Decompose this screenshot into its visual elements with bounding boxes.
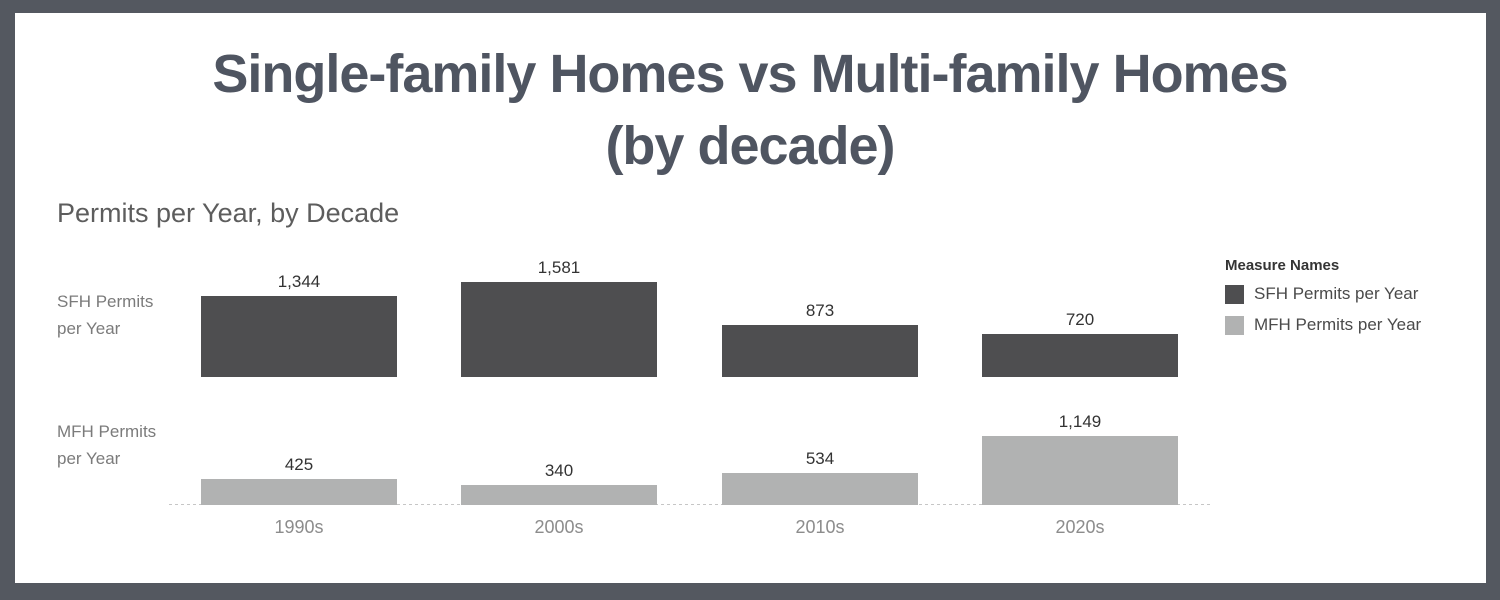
x-axis-baseline <box>169 504 1210 505</box>
x-tick-label-1990s: 1990s <box>274 517 324 537</box>
bar-value-label-mfh-1990s: 425 <box>284 455 314 474</box>
row-label-sfh-line1: SFH Permits <box>57 292 154 311</box>
row-label-mfh-line2: per Year <box>57 449 121 468</box>
bar-value-label-sfh-2010s: 873 <box>805 301 835 320</box>
bar-value-label-sfh-2000s: 1,581 <box>537 258 581 277</box>
row-label-mfh-line1: MFH Permits <box>57 422 157 441</box>
row-label-sfh-line2: per Year <box>57 319 121 338</box>
bar-mfh-2000s[interactable] <box>461 485 657 505</box>
bar-sfh-2020s[interactable] <box>982 334 1178 377</box>
bar-sfh-1990s[interactable] <box>201 296 397 377</box>
legend-item-sfh[interactable]: SFH Permits per Year <box>1225 284 1465 304</box>
row-label-sfh: SFH Permits per Year <box>57 288 197 342</box>
dashboard-title-line1: Single-family Homes vs Multi-family Home… <box>212 44 1288 104</box>
legend-swatch-sfh <box>1225 284 1244 304</box>
legend-label-sfh: SFH Permits per Year <box>1254 284 1419 303</box>
dashboard-title: Single-family Homes vs Multi-family Home… <box>0 38 1500 182</box>
legend-swatch-mfh <box>1225 315 1244 335</box>
chart-title: Permits per Year, by Decade <box>57 198 400 228</box>
bar-sfh-2000s[interactable] <box>461 282 657 377</box>
dashboard-title-line2: (by decade) <box>605 116 895 176</box>
legend-title: Measure Names <box>1225 257 1340 274</box>
bar-value-label-sfh-2020s: 720 <box>1065 310 1095 329</box>
bar-mfh-2010s[interactable] <box>722 473 918 505</box>
bar-value-label-mfh-2020s: 1,149 <box>1058 412 1102 431</box>
bar-mfh-1990s[interactable] <box>201 479 397 505</box>
legend-label-mfh: MFH Permits per Year <box>1254 315 1422 334</box>
bar-mfh-2020s[interactable] <box>982 436 1178 505</box>
bar-value-label-mfh-2010s: 534 <box>805 449 835 468</box>
x-tick-label-2010s: 2010s <box>795 517 845 537</box>
legend-item-mfh[interactable]: MFH Permits per Year <box>1225 315 1465 335</box>
x-tick-label-2020s: 2020s <box>1055 517 1105 537</box>
bar-sfh-2010s[interactable] <box>722 325 918 377</box>
x-tick-label-2000s: 2000s <box>534 517 584 537</box>
row-label-mfh: MFH Permits per Year <box>57 418 197 472</box>
bar-value-label-sfh-1990s: 1,344 <box>277 272 321 291</box>
legend: Measure Names SFH Permits per Year MFH P… <box>1225 257 1465 346</box>
bar-value-label-mfh-2000s: 340 <box>544 461 574 480</box>
